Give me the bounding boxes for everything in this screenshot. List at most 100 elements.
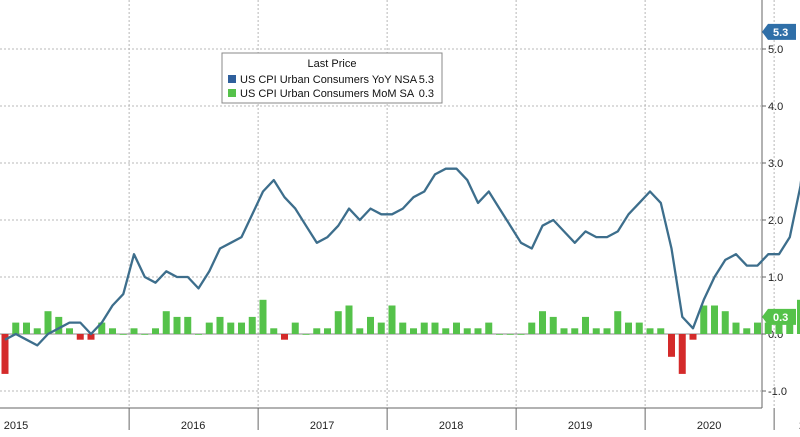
mom-bar	[463, 328, 471, 334]
mom-bar	[55, 316, 63, 334]
mom-bar	[152, 328, 159, 334]
mom-bar	[109, 328, 116, 334]
mom-bar	[657, 328, 665, 334]
mom-bar	[184, 316, 192, 334]
mom-bar	[603, 328, 611, 334]
mom-bar	[324, 328, 331, 334]
mom-bar	[313, 328, 321, 334]
mom-bar	[345, 305, 353, 334]
badge-label: 5.3	[773, 27, 788, 39]
x-tick-label: 2016	[181, 420, 205, 432]
mom-bar	[506, 334, 514, 335]
mom-bar	[732, 322, 740, 334]
mom-bar	[474, 328, 482, 334]
mom-bar	[205, 322, 213, 334]
mom-bar	[130, 328, 138, 334]
mom-bar	[700, 305, 708, 334]
legend-box	[221, 52, 443, 104]
mom-bar	[23, 322, 30, 334]
mom-bar	[44, 311, 52, 334]
badge-shape	[762, 308, 796, 325]
legend-swatch	[228, 75, 236, 83]
x-tick-label: 2018	[439, 420, 463, 432]
last-value-badge: 0.3	[762, 308, 796, 325]
legend-title: Last Price	[308, 58, 357, 70]
mom-bar	[754, 322, 761, 334]
y-tick-label: 2.0	[768, 215, 783, 227]
mom-bar	[248, 316, 256, 334]
mom-bar	[517, 334, 525, 335]
mom-bar	[496, 334, 503, 335]
last-value-badge: 5.3	[762, 23, 796, 40]
mom-bar	[689, 334, 697, 340]
mom-bar	[678, 334, 686, 374]
mom-bar	[582, 316, 589, 334]
mom-bar	[377, 322, 385, 334]
mom-bar	[721, 311, 729, 334]
mom-bar	[410, 328, 417, 334]
mom-bar	[528, 322, 536, 334]
mom-bar	[98, 322, 106, 334]
mom-bar	[764, 322, 772, 334]
mom-bar	[334, 311, 342, 334]
mom-bar	[87, 334, 95, 340]
mom-bar	[227, 322, 235, 334]
mom-bar	[76, 334, 84, 340]
legend-value: 5.3	[419, 74, 434, 86]
mom-bar	[66, 328, 73, 334]
x-tick-label: 2019	[568, 420, 592, 432]
legend-swatch	[228, 89, 236, 97]
mom-bar	[431, 322, 439, 334]
badge-shape	[762, 23, 796, 40]
mom-bar	[635, 322, 643, 334]
mom-bar	[162, 311, 170, 334]
mom-bar	[173, 316, 181, 334]
mom-bar	[259, 299, 267, 334]
mom-bar	[33, 328, 41, 334]
mom-bar	[743, 328, 751, 334]
mom-bar	[141, 334, 149, 335]
y-tick-label: 4.0	[768, 101, 783, 113]
mom-bar	[646, 328, 654, 334]
mom-bar	[571, 328, 579, 334]
legend-label: US CPI Urban Consumers YoY NSA	[240, 74, 418, 86]
mom-bar	[270, 328, 278, 334]
mom-bar	[195, 334, 202, 335]
y-tick-label: -1.0	[768, 386, 787, 398]
mom-bar	[399, 322, 407, 334]
y-tick-label: 3.0	[768, 158, 783, 170]
mom-bar	[560, 328, 568, 334]
mom-bar	[625, 322, 632, 334]
mom-bar	[420, 322, 428, 334]
mom-bar	[302, 334, 310, 335]
x-tick-label: 2020	[697, 420, 721, 432]
x-tick-label: 2015	[4, 420, 28, 432]
mom-bar	[711, 305, 718, 334]
mom-bar	[668, 334, 675, 357]
mom-bar	[592, 328, 600, 334]
mom-bar	[12, 322, 20, 334]
mom-bar	[797, 299, 800, 334]
badge-label: 0.3	[773, 312, 788, 324]
mom-bar	[453, 322, 460, 334]
mom-bar	[291, 322, 299, 334]
mom-bar	[614, 311, 622, 334]
mom-bar	[367, 316, 374, 334]
mom-bar	[388, 305, 396, 334]
mom-bar	[775, 316, 783, 334]
mom-bar	[238, 322, 245, 334]
mom-bar	[539, 311, 546, 334]
y-tick-label: 1.0	[768, 272, 783, 284]
yoy-line	[4, 167, 800, 347]
mom-bar	[281, 334, 288, 340]
mom-bar	[442, 328, 450, 334]
legend-label: US CPI Urban Consumers MoM SA	[240, 88, 415, 100]
mom-bar	[1, 334, 9, 374]
mom-bar	[216, 316, 224, 334]
mom-bar	[356, 328, 364, 334]
legend-value: 0.3	[419, 88, 434, 100]
mom-bar	[549, 316, 557, 334]
mom-bar	[485, 322, 493, 334]
